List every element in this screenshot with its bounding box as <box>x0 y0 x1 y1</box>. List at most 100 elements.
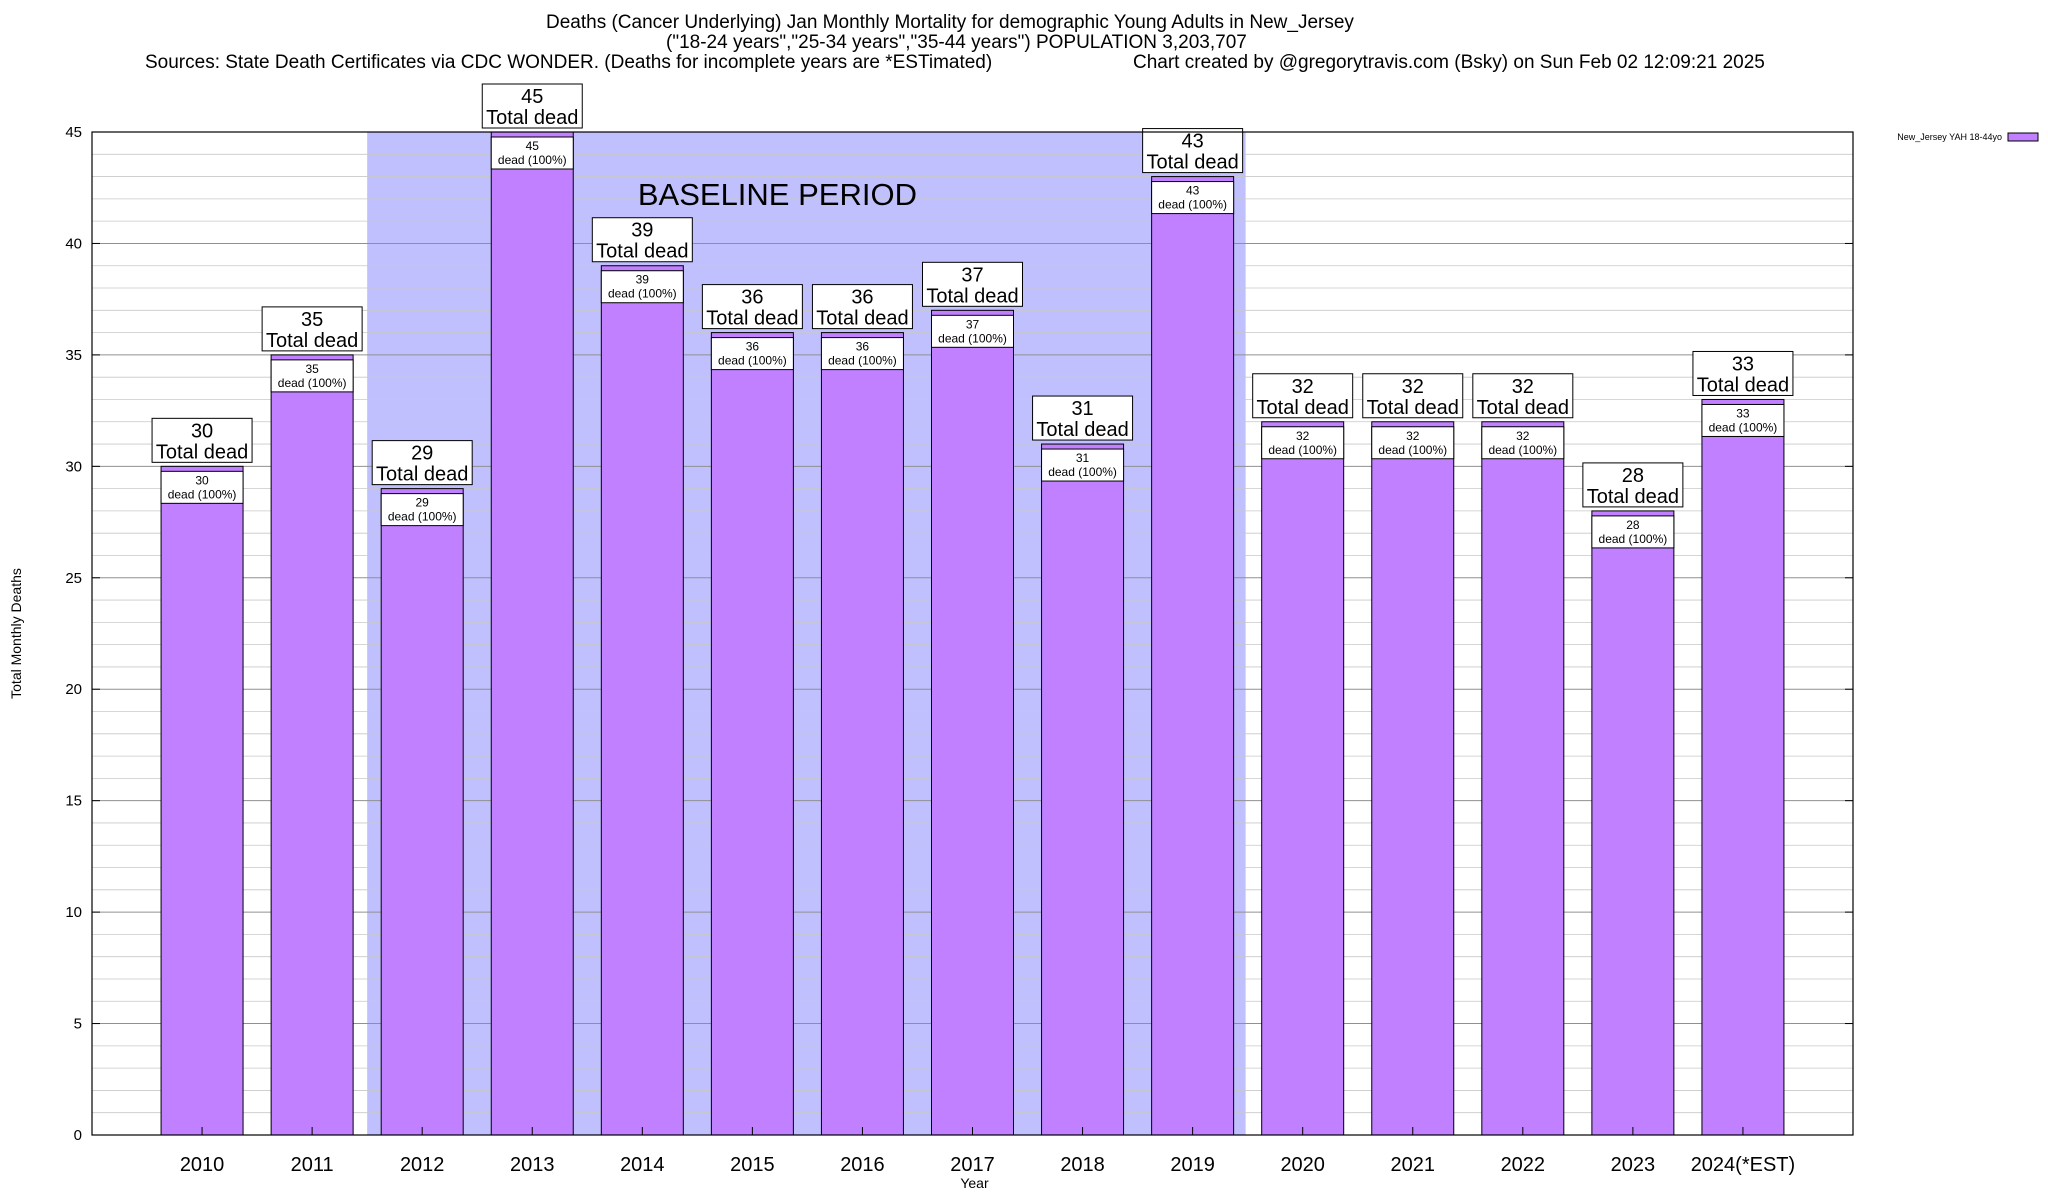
x-tick-label: 2017 <box>950 1154 995 1176</box>
total-label-value: 36 <box>851 287 873 309</box>
x-tick-label: 2024(*EST) <box>1691 1154 1796 1176</box>
bar-2023 <box>1591 510 1675 1136</box>
y-tick-label: 15 <box>65 793 82 810</box>
baseline-band-label: BASELINE PERIOD <box>638 177 917 212</box>
total-label-value: 32 <box>1292 376 1314 398</box>
bar-2017 <box>931 309 1014 1136</box>
bar-2022 <box>1481 421 1565 1136</box>
inner-label-value: 32 <box>1296 429 1310 443</box>
x-tick-label: 2023 <box>1611 1154 1656 1176</box>
y-tick-label: 20 <box>65 681 82 698</box>
x-tick-label: 2015 <box>730 1154 775 1176</box>
inner-label-text: dead (100%) <box>1048 465 1117 479</box>
y-axis-label: Total Monthly Deaths <box>8 568 24 699</box>
inner-label-value: 28 <box>1626 518 1640 532</box>
legend-swatch <box>2007 132 2039 142</box>
total-label-box <box>1692 350 1794 396</box>
x-tick-label: 2010 <box>180 1154 225 1176</box>
total-label-text: Total dead <box>376 464 468 486</box>
inner-label-value: 36 <box>856 340 870 354</box>
total-label-value: 39 <box>631 220 653 242</box>
inner-label-box <box>1041 448 1125 482</box>
y-tick-label: 5 <box>74 1016 82 1033</box>
inner-label-value: 39 <box>636 273 650 287</box>
total-label-text: Total dead <box>816 308 908 330</box>
inner-label-text: dead (100%) <box>498 153 567 167</box>
bar-2012 <box>380 488 464 1136</box>
inner-label-box <box>270 359 354 393</box>
total-label-text: Total dead <box>1477 397 1569 419</box>
total-label-value: 30 <box>191 420 213 442</box>
total-label-value: 28 <box>1622 465 1644 487</box>
inner-label-box <box>490 136 574 170</box>
y-tick-label: 45 <box>65 124 82 141</box>
inner-label-box <box>710 337 794 371</box>
bar-2015 <box>710 332 794 1136</box>
total-label-text: Total dead <box>1146 152 1238 174</box>
total-label-box <box>1252 373 1354 419</box>
chart-title-line1: Deaths (Cancer Underlying) Jan Monthly M… <box>546 12 1354 33</box>
bar-2014 <box>600 265 684 1136</box>
inner-label-text: dead (100%) <box>1158 198 1227 212</box>
inner-label-box <box>380 493 464 527</box>
total-label-value: 37 <box>961 264 983 286</box>
inner-label-value: 45 <box>526 139 540 153</box>
inner-label-box <box>1371 426 1455 460</box>
y-tick-label: 35 <box>65 347 82 364</box>
inner-label-value: 29 <box>416 496 430 510</box>
total-label-value: 45 <box>521 86 543 108</box>
inner-label-box <box>600 270 684 304</box>
inner-label-text: dead (100%) <box>388 510 457 524</box>
y-tick-label: 0 <box>74 1127 82 1144</box>
inner-label-value: 32 <box>1406 429 1420 443</box>
x-tick-label: 2016 <box>840 1154 885 1176</box>
bar-2020 <box>1261 421 1345 1136</box>
total-label-box <box>1582 462 1684 508</box>
x-tick-label: 2014 <box>620 1154 665 1176</box>
total-label-value: 31 <box>1071 398 1093 420</box>
total-label-value: 33 <box>1732 353 1754 375</box>
total-label-box <box>1472 373 1574 419</box>
inner-label-text: dead (100%) <box>1268 443 1337 457</box>
inner-label-value: 31 <box>1076 451 1090 465</box>
total-label-text: Total dead <box>1367 397 1459 419</box>
total-label-text: Total dead <box>266 330 358 352</box>
total-label-text: Total dead <box>926 285 1018 307</box>
total-label-box <box>922 261 1023 307</box>
chart-header: Deaths (Cancer Underlying) Jan Monthly M… <box>0 0 2048 80</box>
y-tick-label: 30 <box>65 458 82 475</box>
y-tick-label: 10 <box>65 904 82 921</box>
y-tick-label: 40 <box>65 235 82 252</box>
y-tick-label: 25 <box>65 570 82 587</box>
total-label-box <box>151 417 253 463</box>
total-label-text: Total dead <box>1257 397 1349 419</box>
x-tick-label: 2022 <box>1501 1154 1546 1176</box>
x-tick-label: 2013 <box>510 1154 555 1176</box>
total-label-value: 29 <box>411 443 433 465</box>
bar-2016 <box>820 332 904 1136</box>
legend-label: New_Jersey YAH 18-44yo <box>1897 132 2002 142</box>
total-label-value: 35 <box>301 309 323 331</box>
inner-label-box <box>160 470 244 504</box>
inner-label-box <box>1591 515 1675 549</box>
chart-credit: Chart created by @gregorytravis.com (Bsk… <box>1133 52 1765 73</box>
total-label-box <box>1362 373 1464 419</box>
plot-frame <box>91 131 1854 1136</box>
inner-label-box <box>820 337 904 371</box>
inner-label-text: dead (100%) <box>1488 443 1557 457</box>
inner-label-text: dead (100%) <box>1599 532 1668 546</box>
inner-label-value: 33 <box>1736 406 1750 420</box>
inner-label-text: dead (100%) <box>1378 443 1447 457</box>
bar-2018 <box>1041 443 1125 1136</box>
total-label-text: Total dead <box>156 441 248 463</box>
inner-label-value: 32 <box>1516 429 1530 443</box>
total-label-text: Total dead <box>706 308 798 330</box>
x-axis-label: Year <box>960 1175 989 1191</box>
total-label-value: 32 <box>1512 376 1534 398</box>
inner-label-box <box>1481 426 1565 460</box>
bar-2019 <box>1151 176 1235 1136</box>
chart-title-line2: ("18-24 years","25-34 years","35-44 year… <box>666 32 1247 53</box>
total-label-box <box>701 284 803 330</box>
total-label-text: Total dead <box>1036 419 1128 441</box>
bar-2013 <box>490 131 574 1136</box>
